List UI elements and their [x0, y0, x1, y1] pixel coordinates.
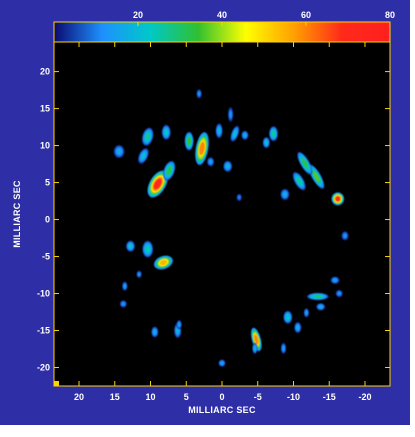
emission-spot	[330, 276, 340, 284]
emission-spot	[119, 300, 127, 308]
x-tick-label: -5	[254, 392, 262, 402]
emission-spot	[297, 151, 313, 175]
corner-marker	[54, 381, 59, 386]
emission-spot	[250, 327, 262, 352]
x-tick-label: -20	[358, 392, 371, 402]
x-tick-label: 15	[110, 392, 120, 402]
colorbar: 20 40 60 80	[53, 10, 395, 43]
emission-spot	[153, 255, 173, 270]
emission-spot	[113, 145, 125, 158]
emission-spot	[230, 125, 240, 142]
emission-spot	[280, 342, 287, 354]
x-tick-label: 5	[184, 392, 189, 402]
emission-spot	[331, 192, 345, 206]
emission-spot	[294, 322, 302, 334]
colorbar-tick-label: 40	[217, 10, 227, 20]
x-tick-label: 10	[146, 392, 156, 402]
colorbar-tick-label: 80	[385, 10, 395, 20]
emission-spot	[122, 281, 128, 291]
emission-spot	[218, 359, 226, 367]
emission-spot	[307, 292, 329, 301]
emission-spot	[126, 240, 135, 252]
emission-spot	[335, 289, 343, 298]
y-tick-label: -20	[37, 363, 50, 373]
emission-spot	[162, 160, 176, 181]
emission-spot	[151, 326, 159, 338]
emission-spot	[196, 89, 202, 99]
emission-spot	[142, 240, 154, 258]
colorbar-tick-label: 60	[301, 10, 311, 20]
emission-spot	[136, 270, 142, 278]
x-axis-label: MILLIARC SEC	[188, 405, 256, 415]
vlbi-map-figure: 20 40 60 80 20 15 10 5 0 -5 -10 -15 -20 20 15 10 5 0 -5 -…	[12, 10, 395, 415]
y-tick-label: -15	[37, 326, 50, 336]
emission-spot	[141, 127, 154, 146]
y-tick-label: -10	[37, 289, 50, 299]
emission-spot	[316, 303, 326, 311]
emission-spot	[269, 126, 278, 142]
y-tick-label: 15	[40, 104, 50, 114]
emission-spot	[184, 131, 194, 151]
emission-spot	[283, 310, 293, 324]
y-tick-label: 20	[40, 67, 50, 77]
emission-spot	[303, 308, 310, 318]
emission-spot	[280, 188, 290, 200]
emission-spot	[176, 319, 182, 330]
emission-spot	[215, 123, 223, 139]
y-axis-label: MILLIARC SEC	[12, 180, 22, 248]
emission-spot	[241, 130, 249, 140]
emission-spot	[207, 157, 215, 167]
colorbar-ticks: 20 40 60 80	[133, 10, 395, 26]
y-axis-ticks: 20 15 10 5 0 -5 -10 -15 -20	[37, 67, 390, 373]
emission-spot	[138, 148, 149, 164]
emission-spots	[113, 89, 349, 367]
x-tick-label: 0	[219, 392, 224, 402]
plot-background	[54, 42, 390, 386]
x-axis-ticks: 20 15 10 5 0 -5 -10 -15 -20	[74, 42, 371, 402]
emission-spot	[292, 172, 306, 191]
emission-spot	[227, 107, 234, 122]
emission-spot	[147, 170, 168, 198]
x-tick-label: 20	[74, 392, 84, 402]
emission-spot	[308, 164, 325, 189]
emission-spot	[252, 342, 258, 354]
y-tick-label: 10	[40, 141, 50, 151]
colorbar-ramp	[54, 22, 390, 42]
y-tick-label: 5	[45, 178, 50, 188]
emission-spot	[236, 193, 242, 202]
emission-spot	[161, 124, 171, 140]
y-tick-label: -5	[42, 252, 50, 262]
emission-spot	[195, 132, 209, 165]
emission-spot	[341, 231, 349, 241]
y-tick-label: 0	[45, 215, 50, 225]
x-tick-label: -15	[323, 392, 336, 402]
x-tick-label: -10	[287, 392, 300, 402]
plot-area: 20 15 10 5 0 -5 -10 -15 -20 20 15 10 5 0 -5 -10 -15 -20	[37, 41, 391, 402]
colorbar-tick-label: 20	[133, 10, 143, 20]
emission-spot	[262, 137, 270, 149]
emission-spot	[223, 160, 233, 172]
